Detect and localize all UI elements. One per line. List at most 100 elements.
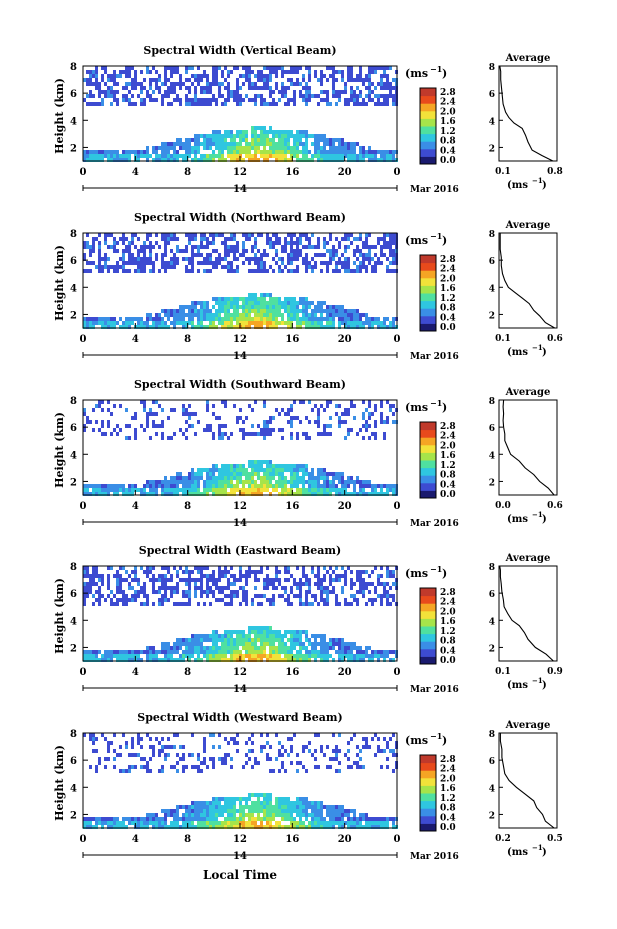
heatmap-cell — [299, 480, 302, 484]
heatmap-cell — [110, 317, 113, 321]
heatmap-cell — [365, 78, 368, 82]
heatmap-cell — [296, 813, 299, 817]
heatmap-cell — [173, 646, 176, 650]
heatmap-cell — [152, 325, 155, 329]
heatmap-cell — [269, 638, 272, 642]
heatmap-cell — [200, 98, 203, 102]
heatmap-cell — [185, 158, 188, 162]
heatmap-cell — [131, 570, 134, 574]
heatmap-cell — [158, 90, 161, 94]
heatmap-cell — [257, 578, 260, 582]
heatmap-cell — [227, 821, 230, 825]
heatmap-cell — [122, 484, 125, 488]
heatmap-cell — [164, 642, 167, 646]
heatmap-cell — [209, 424, 212, 428]
heatmap-cell — [107, 420, 110, 424]
heatmap-cell — [356, 492, 359, 496]
heatmap-cell — [293, 98, 296, 102]
heatmap-cell — [260, 821, 263, 825]
heatmap-cell — [170, 146, 173, 150]
heatmap-cell — [284, 90, 287, 94]
heatmap-cell — [116, 817, 119, 821]
heatmap-cell — [161, 261, 164, 265]
heatmap-cell — [86, 245, 89, 249]
average-frame — [498, 232, 558, 329]
heatmap-cell — [332, 646, 335, 650]
heatmap-cell — [203, 142, 206, 146]
heatmap-cell — [209, 484, 212, 488]
heatmap-cell — [356, 578, 359, 582]
heatmap-cell — [302, 492, 305, 496]
heatmap-cell — [188, 582, 191, 586]
heatmap-cell — [92, 749, 95, 753]
heatmap-cell — [278, 570, 281, 574]
heatmap-cell — [266, 237, 269, 241]
heatmap-cell — [365, 582, 368, 586]
heatmap-cell — [149, 436, 152, 440]
heatmap-cell — [230, 634, 233, 638]
heatmap-cell — [221, 574, 224, 578]
heatmap-cell — [233, 309, 236, 313]
avg-y-tick-label: 2 — [489, 478, 495, 488]
heatmap-cell — [269, 245, 272, 249]
heatmap-cell — [191, 424, 194, 428]
heatmap-cell — [194, 305, 197, 309]
heatmap-cell — [83, 412, 86, 416]
heatmap-cell — [233, 484, 236, 488]
heatmap-cell — [374, 253, 377, 257]
heatmap-cell — [194, 646, 197, 650]
heatmap-cell — [224, 265, 227, 269]
heatmap-cell — [194, 86, 197, 90]
heatmap-cell — [218, 757, 221, 761]
heatmap-cell — [104, 765, 107, 769]
heatmap-cell — [263, 74, 266, 78]
heatmap-cell — [326, 586, 329, 590]
heatmap-cell — [140, 249, 143, 253]
heatmap-cell — [275, 805, 278, 809]
heatmap-cell — [218, 570, 221, 574]
heatmap-cell — [254, 464, 257, 468]
heatmap-cell — [146, 257, 149, 261]
heatmap-cell — [284, 86, 287, 90]
heatmap-cell — [383, 586, 386, 590]
heatmap-cell — [230, 594, 233, 598]
heatmap-cell — [248, 476, 251, 480]
heatmap-cell — [320, 805, 323, 809]
heatmap-cell — [182, 404, 185, 408]
heatmap-cell — [323, 317, 326, 321]
heatmap-cell — [332, 142, 335, 146]
heatmap-cell — [284, 650, 287, 654]
heatmap-cell — [101, 269, 104, 273]
heatmap-cell — [260, 650, 263, 654]
heatmap-cell — [212, 261, 215, 265]
heatmap-cell — [113, 749, 116, 753]
heatmap-cell — [188, 150, 191, 154]
heatmap-cell — [278, 150, 281, 154]
heatmap-cell — [203, 566, 206, 570]
heatmap-cell — [359, 590, 362, 594]
heatmap-cell — [95, 749, 98, 753]
heatmap-cell — [335, 578, 338, 582]
heatmap-cell — [128, 321, 131, 325]
heatmap-cell — [137, 253, 140, 257]
heatmap-cell — [197, 638, 200, 642]
heatmap-cell — [233, 801, 236, 805]
heatmap-cell — [299, 586, 302, 590]
heatmap-cell — [200, 321, 203, 325]
heatmap-cell — [206, 574, 209, 578]
heatmap-cell — [251, 460, 254, 464]
heatmap-cell — [164, 598, 167, 602]
heatmap-cell — [233, 821, 236, 825]
heatmap-cell — [140, 86, 143, 90]
heatmap-cell — [263, 650, 266, 654]
heatmap-cell — [269, 492, 272, 496]
heatmap-cell — [257, 142, 260, 146]
avg-x-tick-label: 0.1 — [495, 167, 511, 177]
heatmap-cell — [134, 102, 137, 106]
heatmap-cell — [167, 484, 170, 488]
heatmap-cell — [359, 261, 362, 265]
heatmap-cell — [263, 654, 266, 658]
heatmap-cell — [233, 94, 236, 98]
heatmap-cell — [263, 261, 266, 265]
heatmap-cell — [323, 578, 326, 582]
